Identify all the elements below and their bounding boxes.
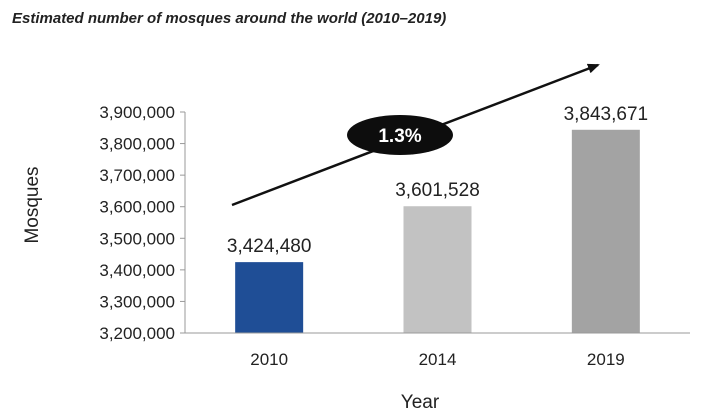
chart-title: Estimated number of mosques around the w… bbox=[12, 10, 447, 27]
x-tick-label: 2014 bbox=[419, 350, 457, 369]
y-tick-label: 3,800,000 bbox=[99, 135, 175, 154]
y-tick-label: 3,200,000 bbox=[99, 324, 175, 343]
x-axis: 2010 2014 2019 bbox=[185, 332, 690, 369]
y-tick-label: 3,600,000 bbox=[99, 198, 175, 217]
y-tick-label: 3,400,000 bbox=[99, 261, 175, 280]
growth-badge bbox=[347, 115, 453, 155]
y-tick-label: 3,300,000 bbox=[99, 292, 175, 311]
x-tick-label: 2019 bbox=[587, 350, 625, 369]
data-label-2010: 3,424,480 bbox=[227, 236, 312, 257]
bars: 3,424,480 3,601,528 3,843,671 bbox=[227, 104, 648, 333]
y-tick-label: 3,500,000 bbox=[99, 229, 175, 248]
data-label-2019: 3,843,671 bbox=[564, 104, 649, 125]
data-label-2014: 3,601,528 bbox=[395, 180, 480, 201]
bar-2010 bbox=[235, 262, 304, 333]
y-axis: 3,200,000 3,300,000 3,400,000 3,500,000 3,60… bbox=[99, 103, 186, 343]
y-tick-label: 3,900,000 bbox=[99, 103, 175, 122]
y-axis-label: Mosques bbox=[22, 166, 43, 243]
bar-2014 bbox=[403, 206, 472, 333]
growth-badge-label: 1.3% bbox=[378, 126, 421, 147]
x-tick-label: 2010 bbox=[250, 350, 288, 369]
bar-2019 bbox=[571, 129, 640, 333]
y-tick-label: 3,700,000 bbox=[99, 166, 175, 185]
x-axis-label: Year bbox=[401, 392, 440, 413]
